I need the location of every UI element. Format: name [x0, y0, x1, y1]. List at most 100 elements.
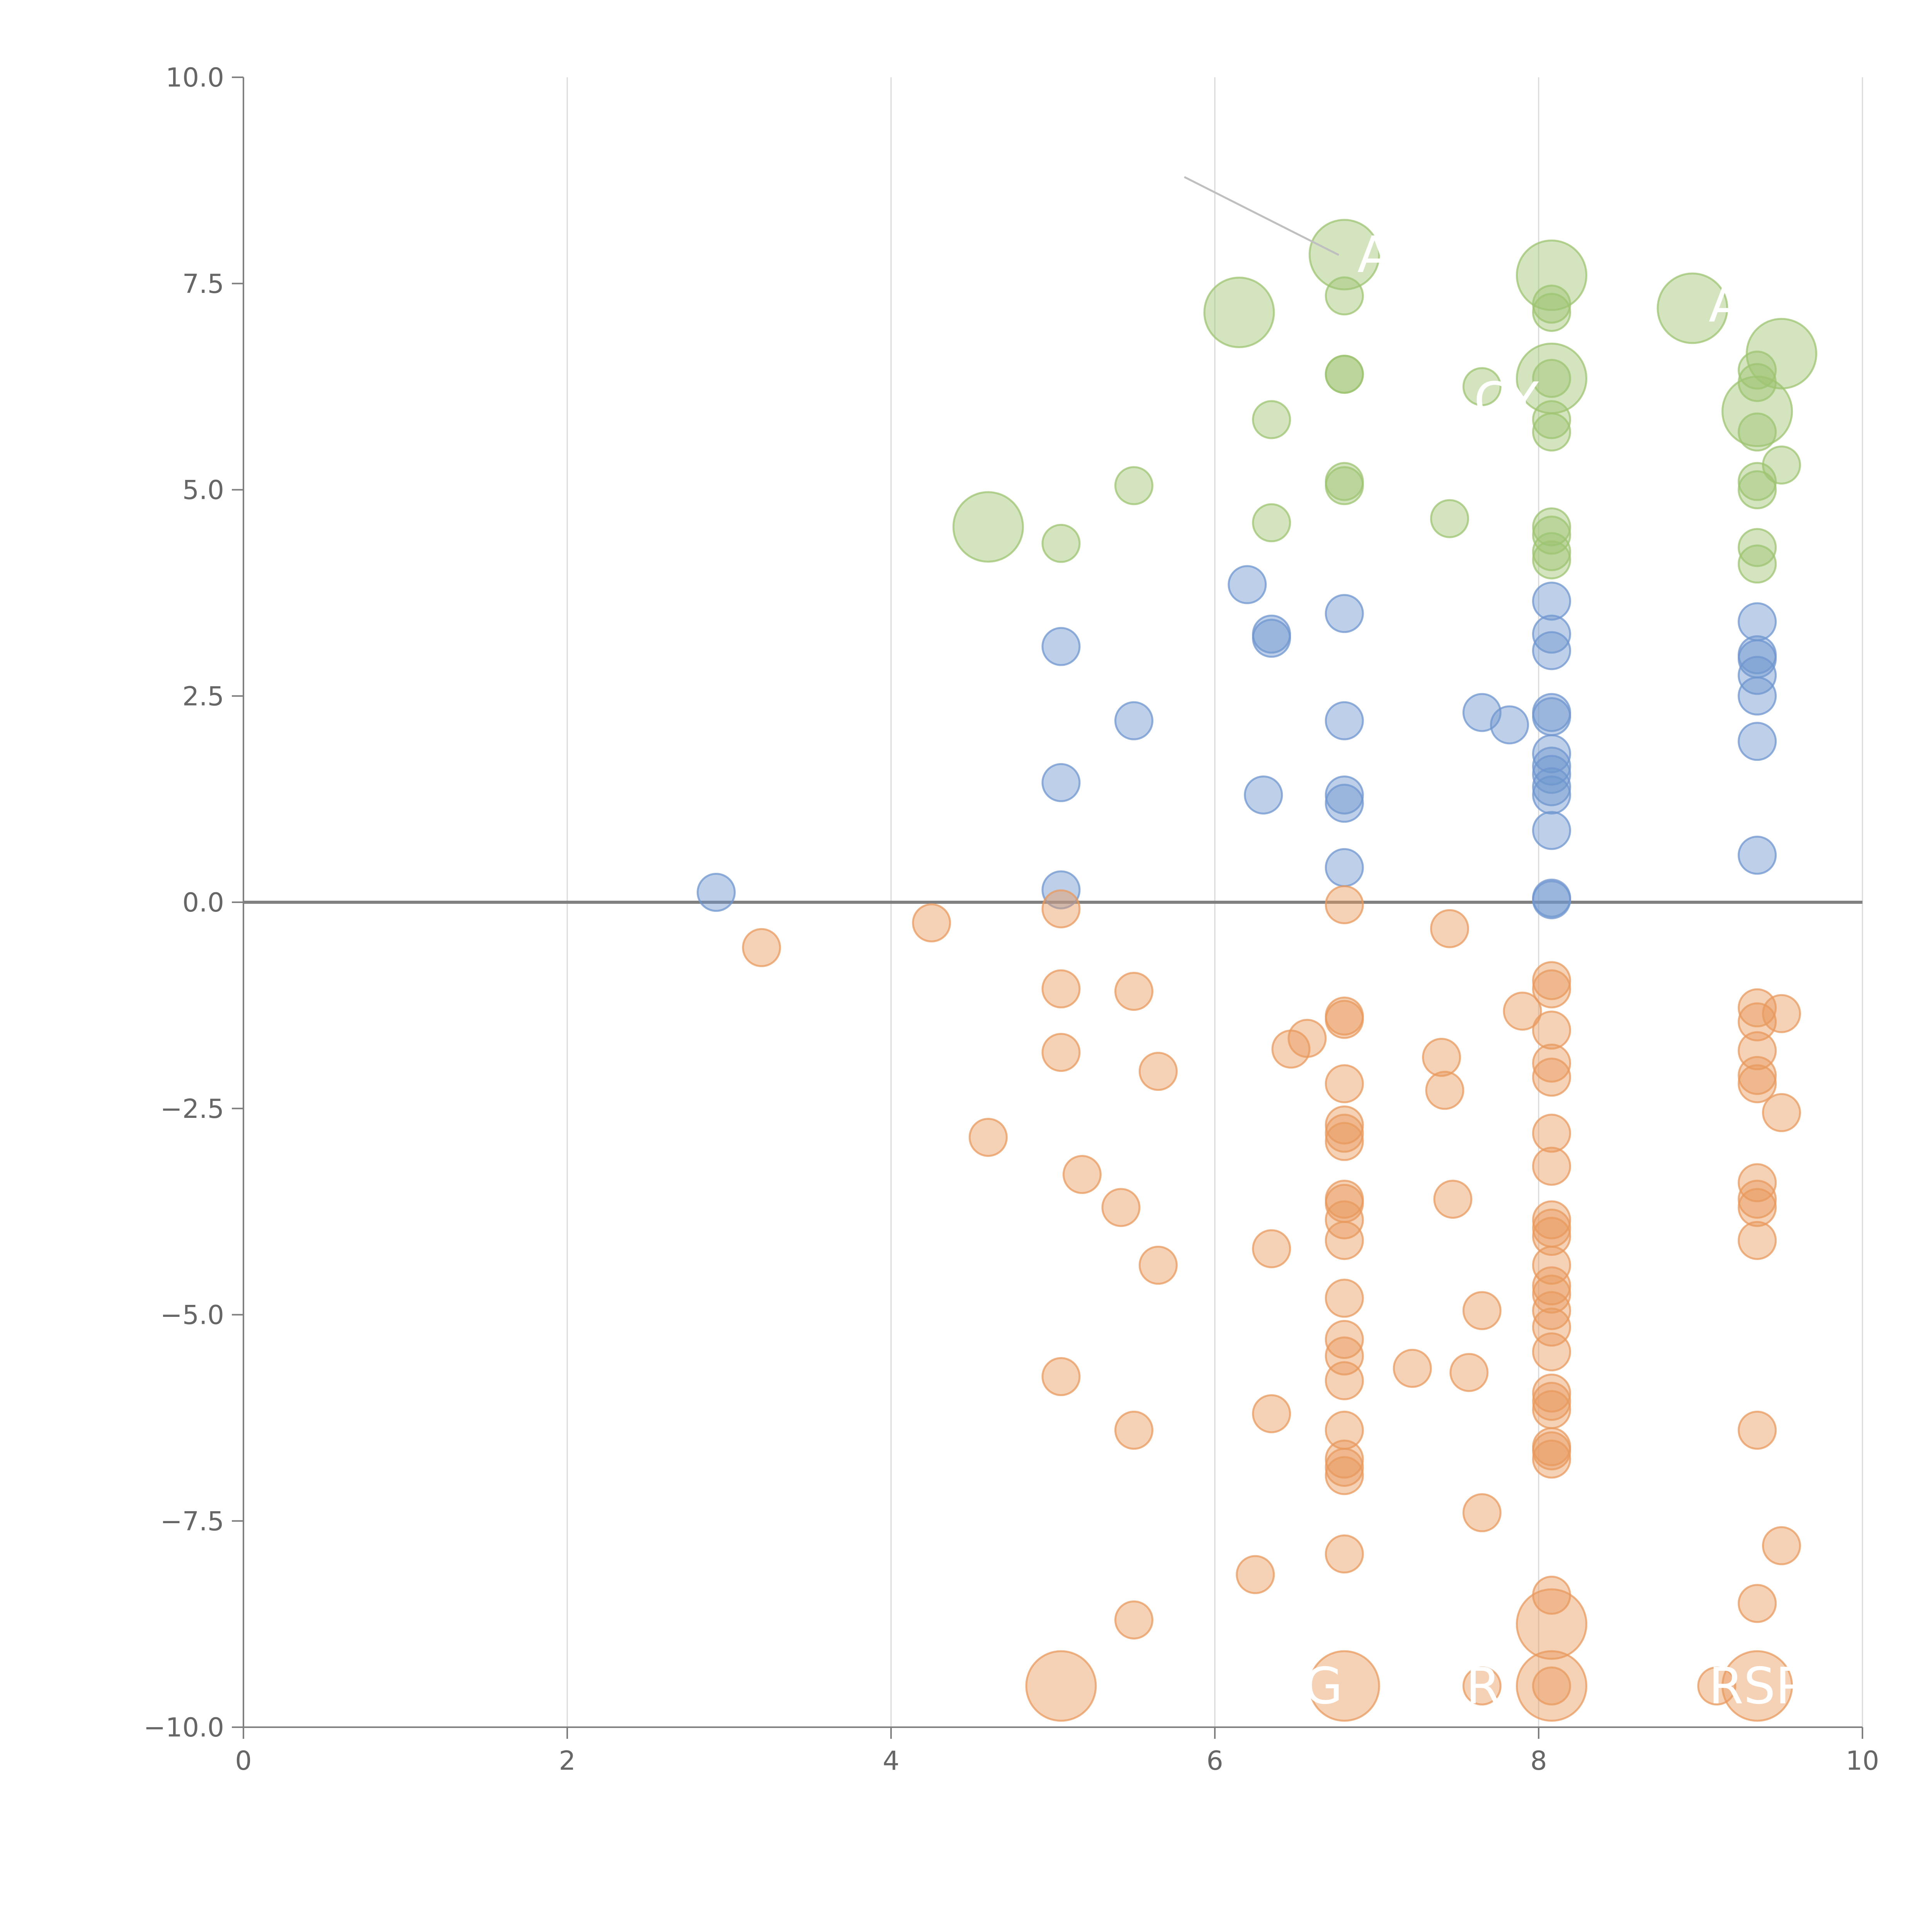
data-point-orange	[1503, 992, 1542, 1031]
data-point-blue	[1041, 627, 1081, 666]
data-point-blue	[1490, 705, 1529, 745]
data-point-orange	[1325, 1534, 1364, 1574]
data-point-orange	[1762, 1526, 1801, 1565]
bubble-label: A	[1709, 275, 1743, 333]
data-point-orange	[1325, 1000, 1364, 1039]
data-point-blue	[1738, 835, 1777, 875]
data-point-blue	[1114, 701, 1153, 740]
x-tick-label: 10	[1846, 1746, 1879, 1776]
data-point-orange	[1325, 1447, 1364, 1487]
y-tick-label: −5.0	[160, 1300, 224, 1331]
data-point-orange	[1325, 1456, 1364, 1495]
data-point-green	[1308, 219, 1380, 291]
y-tick-label: −7.5	[160, 1506, 224, 1537]
data-point-orange	[1041, 969, 1081, 1009]
data-point-orange	[1325, 1320, 1364, 1359]
data-point-green	[1532, 532, 1571, 571]
data-point-blue	[1325, 775, 1364, 815]
data-point-green	[1656, 272, 1728, 344]
data-point-green	[1738, 544, 1777, 584]
data-point-orange	[1325, 1279, 1364, 1318]
data-point-blue	[1532, 697, 1571, 736]
data-point-green	[1532, 540, 1571, 580]
data-point-orange	[1252, 1229, 1291, 1269]
data-point-orange	[1697, 1666, 1736, 1706]
data-point-orange	[1532, 1058, 1571, 1097]
data-point-blue	[1738, 676, 1777, 716]
data-point-blue	[1532, 631, 1571, 670]
data-point-orange	[1532, 1245, 1571, 1285]
data-point-orange	[1325, 1122, 1364, 1161]
data-point-green	[1430, 499, 1469, 538]
data-point-green	[1252, 503, 1291, 543]
data-point-blue	[1325, 701, 1364, 740]
y-tick-label: 7.5	[182, 269, 224, 299]
y-tick-label: 0.0	[182, 888, 224, 918]
data-point-orange	[1532, 1332, 1571, 1372]
data-point-orange	[1393, 1349, 1432, 1388]
data-point-blue	[1532, 734, 1571, 774]
data-point-green	[1746, 318, 1817, 389]
data-point-orange	[1738, 1056, 1777, 1095]
data-point-orange	[1325, 1064, 1364, 1104]
data-point-green	[1203, 276, 1275, 348]
data-point-orange	[1532, 1291, 1571, 1330]
data-point-orange	[1738, 988, 1777, 1027]
data-point-orange	[1462, 1291, 1502, 1330]
data-point-orange	[1325, 1221, 1364, 1260]
data-point-blue	[1532, 747, 1571, 786]
data-point-orange	[1532, 1274, 1571, 1314]
data-point-orange	[1738, 1410, 1777, 1450]
data-point-blue	[1532, 755, 1571, 794]
data-point-orange	[1532, 961, 1571, 1000]
data-point-orange	[1516, 1650, 1588, 1722]
data-point-green	[1462, 367, 1502, 406]
data-point-orange	[968, 1117, 1008, 1157]
data-point-orange	[1532, 1200, 1571, 1240]
data-point-blue	[1532, 614, 1571, 654]
data-point-green	[1738, 470, 1777, 509]
data-point-orange	[1325, 1114, 1364, 1153]
leader-line	[1184, 176, 1340, 256]
data-point-orange	[1738, 1180, 1777, 1219]
data-point-green	[1532, 284, 1571, 324]
data-point-green	[1252, 400, 1291, 439]
data-point-orange	[1462, 1666, 1502, 1706]
data-point-orange	[1738, 1188, 1777, 1227]
data-point-orange	[1025, 1650, 1097, 1722]
data-point-orange	[1325, 885, 1364, 924]
data-point-orange	[1532, 1373, 1571, 1413]
data-point-orange	[1252, 1394, 1291, 1434]
data-point-orange	[1425, 1071, 1464, 1110]
data-point-orange	[1114, 1600, 1153, 1639]
label-layer: A CY A G R RSP	[1184, 176, 1806, 1715]
data-point-orange	[1532, 969, 1571, 1009]
data-point-orange	[1762, 994, 1801, 1033]
y-tick-label: 5.0	[182, 475, 224, 506]
data-point-orange	[1422, 1037, 1461, 1077]
data-point-green	[1738, 462, 1777, 501]
data-point-blue	[1532, 767, 1571, 806]
data-point-orange	[1041, 1033, 1081, 1072]
data-point-orange	[1532, 1382, 1571, 1421]
data-point-orange	[1532, 1114, 1571, 1153]
data-point-orange	[1287, 1019, 1327, 1058]
data-point-green	[1325, 355, 1364, 394]
data-point-orange	[1532, 1043, 1571, 1083]
data-point-blue	[1325, 594, 1364, 633]
data-point-orange	[1325, 1439, 1364, 1479]
data-point-green	[1041, 524, 1081, 563]
data-point-orange	[1138, 1052, 1178, 1091]
data-point-orange	[1041, 1357, 1081, 1396]
data-point-orange	[1101, 1188, 1141, 1227]
data-point-orange	[1062, 1155, 1102, 1194]
data-point-green	[1325, 466, 1364, 505]
data-point-green	[1532, 359, 1571, 398]
data-point-blue	[1325, 848, 1364, 887]
data-point-orange	[1325, 1105, 1364, 1145]
data-point-orange	[1532, 1146, 1571, 1186]
data-point-green	[1532, 293, 1571, 332]
data-point-orange	[1308, 1650, 1380, 1722]
data-point-orange	[1532, 1439, 1571, 1479]
